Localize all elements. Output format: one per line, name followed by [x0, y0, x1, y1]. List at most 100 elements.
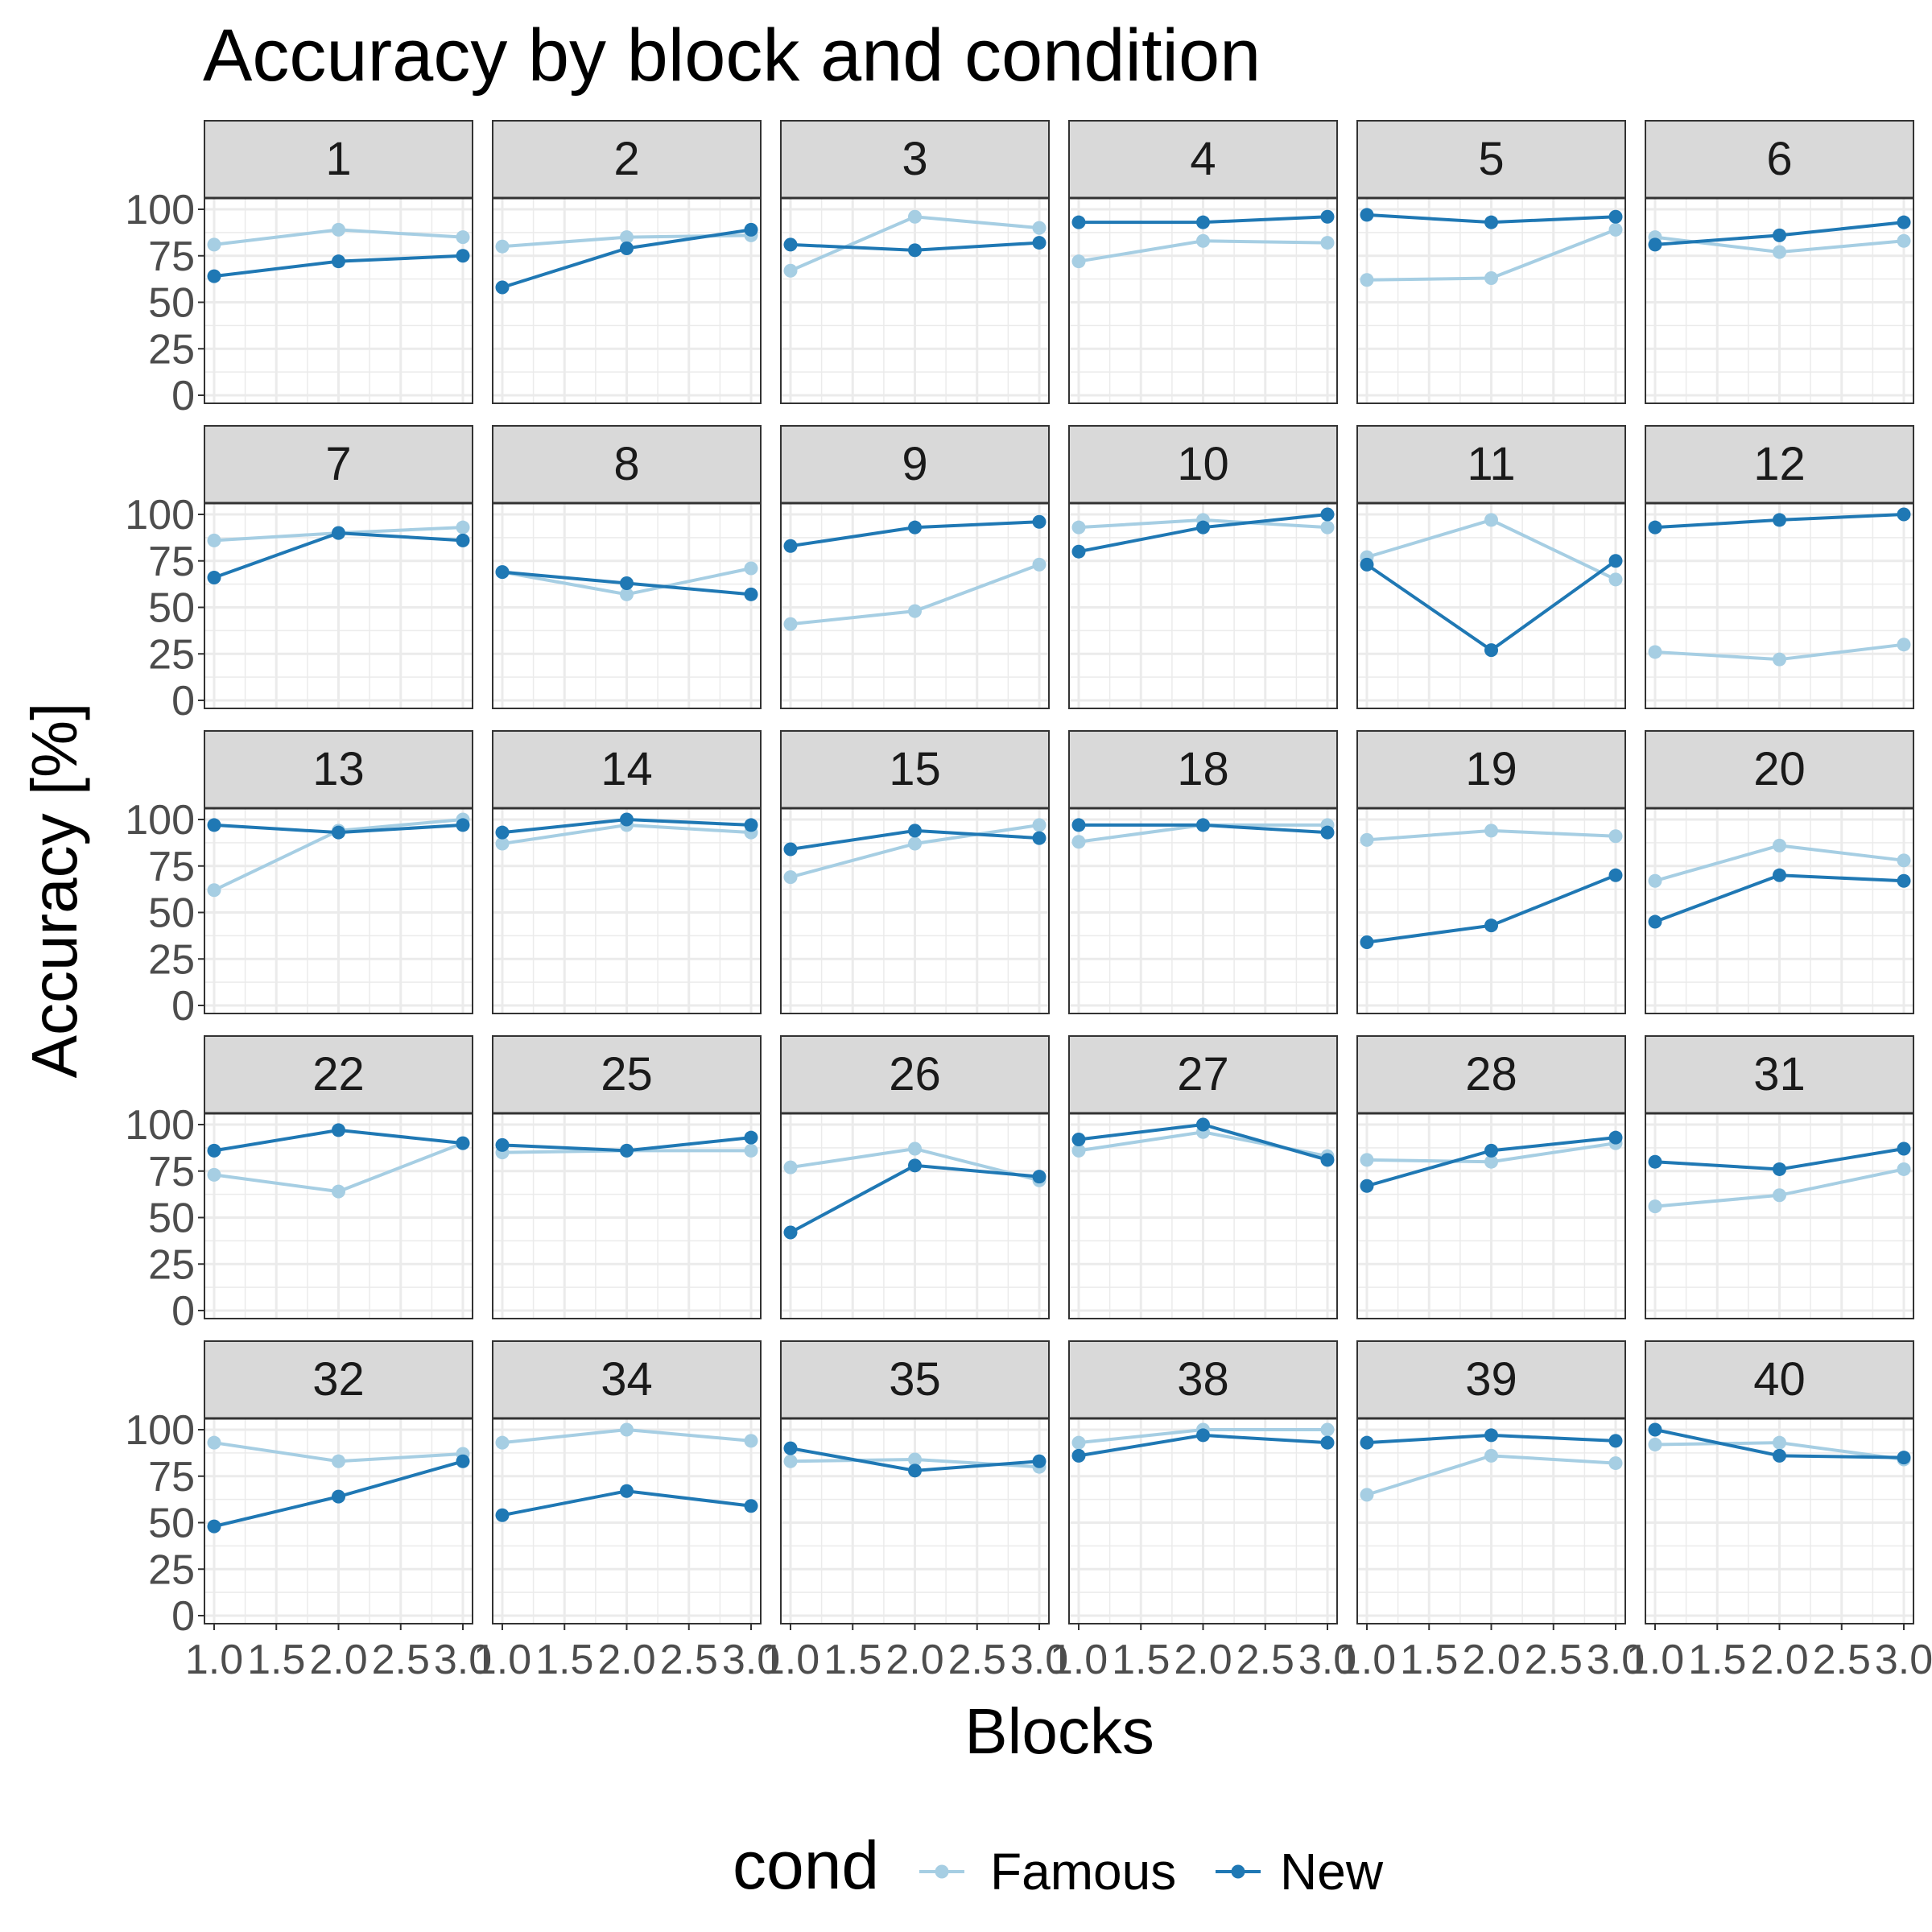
- data-point-new: [332, 1123, 345, 1137]
- y-tick-label: 0: [171, 678, 195, 724]
- data-point-famous: [783, 1160, 798, 1174]
- data-point-famous: [1360, 832, 1374, 847]
- facet-panel-10: 10: [1068, 425, 1338, 709]
- x-tick-label: 2.0: [597, 1637, 655, 1683]
- data-point-famous: [1773, 838, 1786, 852]
- facet-strip: [1645, 425, 1914, 504]
- y-tick-label: 100: [125, 1407, 195, 1454]
- data-point-new: [1897, 1141, 1911, 1156]
- facet-strip-label: 25: [601, 1048, 653, 1100]
- data-point-famous: [1773, 1435, 1786, 1450]
- y-tick-label: 25: [148, 936, 195, 983]
- data-point-new: [456, 533, 470, 547]
- data-point-famous: [1484, 1448, 1498, 1463]
- facet-panel-14: 14: [492, 730, 762, 1014]
- data-point-new: [1032, 1454, 1046, 1468]
- facet-strip-label: 34: [601, 1353, 653, 1406]
- y-tick-label: 25: [148, 1241, 195, 1288]
- data-point-new: [456, 818, 470, 832]
- facet-strip: [780, 120, 1050, 199]
- panel-border: [1645, 807, 1914, 1014]
- data-point-famous: [1484, 824, 1498, 838]
- panel-border: [204, 502, 473, 709]
- data-point-new: [1897, 215, 1911, 229]
- facet-strip: [1068, 120, 1338, 199]
- data-point-new: [332, 825, 345, 840]
- x-tick-label: 1.5: [824, 1637, 881, 1683]
- facet-strip-label: 3: [902, 133, 927, 185]
- panel-border: [780, 807, 1050, 1014]
- y-tick-label: 100: [125, 187, 195, 233]
- facet-strip: [1356, 730, 1626, 809]
- data-point-famous: [207, 883, 221, 898]
- facet-panel-28: 28: [1356, 1035, 1626, 1319]
- facet-strip: [1068, 425, 1338, 504]
- facet-panel-5: 5: [1356, 120, 1626, 404]
- facet-panel-34: 34 1.0 1.5 2.0 2.5 3.0: [473, 1340, 780, 1683]
- chart-title: Accuracy by block and condition: [203, 14, 1261, 97]
- data-point-famous: [1608, 829, 1623, 844]
- facet-strip-label: 13: [312, 743, 365, 795]
- data-point-famous: [1648, 1199, 1662, 1214]
- facet-strip: [204, 1035, 473, 1114]
- x-tick-label: 3.0: [1010, 1637, 1068, 1683]
- x-tick-label: 2.5: [1236, 1637, 1294, 1683]
- y-tick-label: 100: [125, 797, 195, 844]
- data-point-new: [1196, 1428, 1210, 1443]
- facet-panel-20: 20: [1645, 730, 1914, 1014]
- data-point-famous: [1484, 513, 1498, 527]
- data-point-famous: [1071, 254, 1086, 269]
- x-tick-label: 1.0: [473, 1637, 531, 1683]
- data-point-famous: [1071, 520, 1086, 535]
- x-tick-label: 1.0: [762, 1637, 819, 1683]
- data-point-new: [332, 526, 345, 540]
- data-point-new: [207, 269, 221, 283]
- facet-strip-label: 35: [889, 1353, 941, 1406]
- y-tick-label: 50: [148, 1195, 195, 1242]
- y-tick-label: 25: [148, 326, 195, 373]
- data-point-famous: [1897, 233, 1911, 248]
- data-point-famous: [207, 533, 221, 547]
- data-point-new: [1484, 643, 1498, 658]
- data-point-new: [620, 1484, 634, 1498]
- facet-panel-9: 9: [780, 425, 1050, 709]
- facet-strip-label: 4: [1190, 133, 1216, 185]
- legend-title: cond: [733, 1827, 879, 1903]
- data-point-new: [1648, 914, 1662, 929]
- facet-strip: [1645, 1035, 1914, 1114]
- x-tick-label: 3.0: [1298, 1637, 1356, 1683]
- data-point-famous: [1648, 1437, 1662, 1451]
- legend: cond Famous New: [733, 1827, 1384, 1903]
- data-point-new: [1360, 935, 1374, 949]
- x-tick-label: 3.0: [434, 1637, 492, 1683]
- data-point-famous: [1897, 1162, 1911, 1176]
- data-point-new: [456, 249, 470, 263]
- facet-strip: [1356, 120, 1626, 199]
- data-point-new: [1608, 554, 1623, 568]
- facet-panel-40: 40 1.0 1.5 2.0 2.5 3.0: [1626, 1340, 1932, 1683]
- data-point-new: [783, 1225, 798, 1240]
- data-point-new: [783, 1441, 798, 1455]
- facet-strip: [204, 1340, 473, 1419]
- panel-border: [1068, 502, 1338, 709]
- data-point-new: [783, 237, 798, 252]
- data-point-new: [207, 818, 221, 832]
- data-point-famous: [1608, 572, 1623, 587]
- panel-border: [1356, 197, 1626, 404]
- facet-strip: [1356, 1340, 1626, 1419]
- legend-key-point: [1231, 1864, 1245, 1879]
- data-point-new: [1648, 1422, 1662, 1437]
- x-tick-label: 1.5: [1688, 1637, 1746, 1683]
- facet-strip-label: 2: [613, 133, 639, 185]
- facet-strip-label: 31: [1753, 1048, 1806, 1100]
- panel-border: [1645, 502, 1914, 709]
- x-tick-label: 3.0: [1875, 1637, 1932, 1683]
- facet-panel-35: 35 1.0 1.5 2.0 2.5 3.0: [762, 1340, 1068, 1683]
- data-point-new: [620, 812, 634, 827]
- data-point-new: [1608, 868, 1623, 882]
- data-point-famous: [1071, 1143, 1086, 1158]
- data-point-new: [620, 242, 634, 256]
